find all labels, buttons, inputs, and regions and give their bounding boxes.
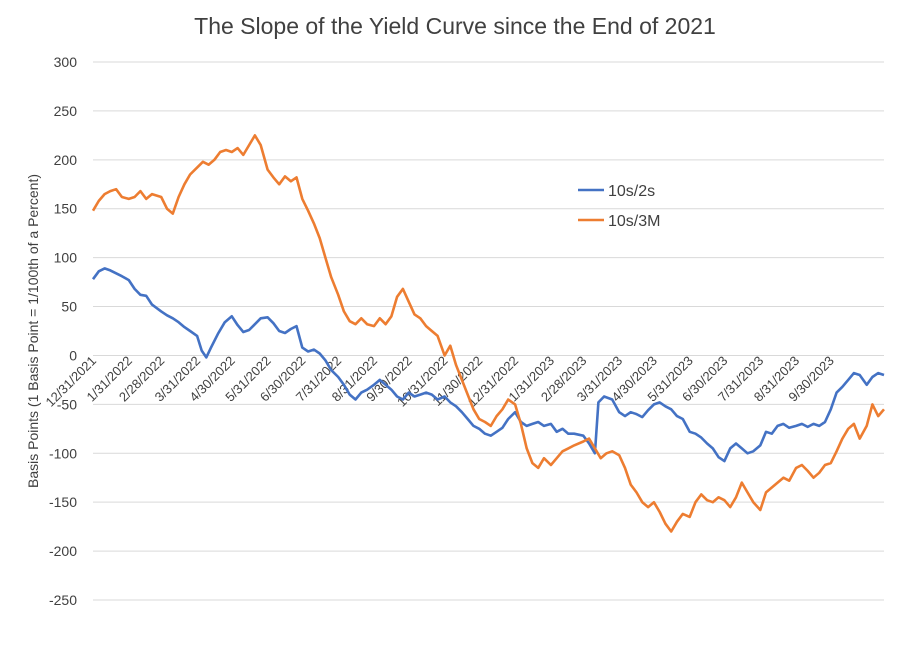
legend: 10s/2s 10s/3M	[578, 183, 660, 230]
y-axis-label: Basis Points (1 Basis Point = 1/100th of…	[25, 174, 41, 488]
y-tick-label: 50	[61, 299, 77, 315]
series-line-10s-2s	[91, 267, 885, 463]
y-tick-label: -50	[57, 396, 77, 412]
chart-title: The Slope of the Yield Curve since the E…	[194, 13, 716, 39]
y-tick-label: 0	[69, 347, 77, 363]
y-tick-label: -100	[49, 445, 77, 461]
y-tick-label: 250	[54, 103, 78, 119]
x-axis-ticks: 12/31/20211/31/20222/28/20223/31/20224/3…	[42, 353, 836, 410]
y-axis-ticks: 300 250 200 150 100 50 0 -50 -100 -150 -200 -250	[49, 54, 77, 608]
series-lines	[91, 134, 885, 533]
y-tick-label: 300	[54, 54, 78, 70]
gridlines	[93, 61, 884, 601]
y-tick-label: 150	[54, 201, 78, 217]
legend-label: 10s/2s	[608, 183, 655, 200]
y-tick-label: -150	[49, 494, 77, 510]
y-tick-label: -200	[49, 543, 77, 559]
y-tick-label: -250	[49, 592, 77, 608]
y-tick-label: 100	[54, 250, 78, 266]
series-line-10s-3m	[91, 134, 885, 533]
legend-label: 10s/3M	[608, 213, 660, 230]
y-tick-label: 200	[54, 152, 78, 168]
